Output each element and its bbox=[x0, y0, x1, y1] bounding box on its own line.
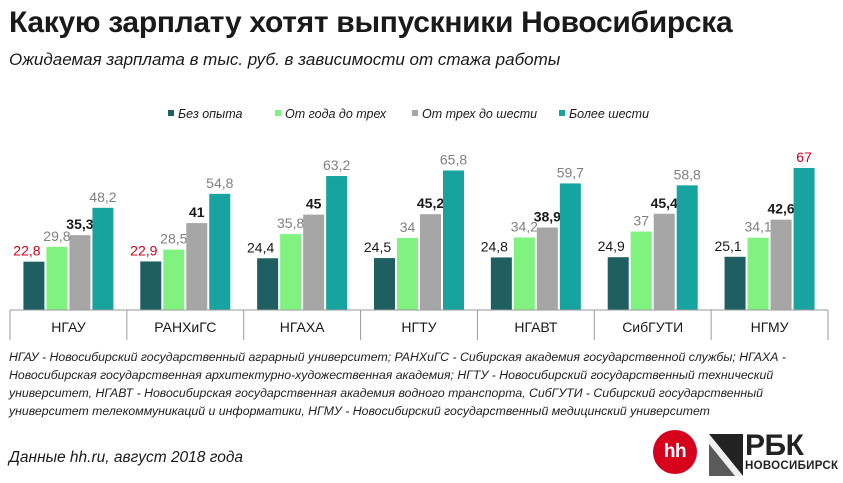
bar bbox=[397, 237, 418, 310]
data-label: 67 bbox=[796, 149, 812, 165]
data-label: 63,2 bbox=[323, 157, 350, 173]
hh-logo: hh bbox=[653, 430, 697, 474]
bar bbox=[69, 235, 91, 310]
data-source: Данные hh.ru, август 2018 года bbox=[9, 449, 244, 466]
bar bbox=[793, 167, 815, 310]
data-label: 28,5 bbox=[160, 231, 187, 247]
bar bbox=[676, 185, 698, 310]
data-label: 65,8 bbox=[440, 152, 467, 168]
rbc-logo-city: НОВОСИБИРСК bbox=[745, 460, 839, 472]
bar bbox=[163, 249, 185, 310]
bar-chart: Без опыта От года до трех От трех до шести… bbox=[9, 107, 829, 340]
bar bbox=[770, 219, 792, 310]
data-label: 24,9 bbox=[598, 238, 625, 254]
data-label: 59,7 bbox=[557, 164, 584, 180]
legend-swatch bbox=[412, 110, 418, 116]
rbc-logo: РБК НОВОСИБИРСК bbox=[709, 429, 839, 478]
data-label: 45,4 bbox=[651, 195, 678, 211]
data-label: 25,1 bbox=[714, 238, 741, 254]
rbc-logo-text: РБК bbox=[745, 429, 804, 462]
bar bbox=[303, 214, 325, 310]
legend-label: Более шести bbox=[569, 107, 649, 121]
category-label: НГТУ bbox=[401, 319, 436, 335]
bar bbox=[420, 214, 441, 310]
bar bbox=[653, 213, 675, 310]
data-label: 45 bbox=[306, 196, 322, 212]
data-label: 24,4 bbox=[247, 239, 274, 255]
category-label: НГАВТ bbox=[514, 319, 557, 335]
bar bbox=[374, 258, 395, 310]
bar bbox=[536, 227, 558, 310]
category-label: НГАХА bbox=[280, 319, 325, 335]
category-label: НГМУ bbox=[751, 319, 789, 335]
bar bbox=[630, 231, 652, 310]
bar bbox=[747, 237, 769, 310]
data-label: 34,2 bbox=[511, 218, 538, 234]
legend-label: От трех до шести bbox=[422, 107, 537, 121]
legend-label: Без опыта bbox=[178, 107, 243, 121]
data-label: 54,8 bbox=[206, 175, 233, 191]
data-label: 22,8 bbox=[13, 243, 40, 259]
data-label: 34 bbox=[400, 219, 416, 235]
abbreviation-notes: НГАУ - Новосибирский государственный агр… bbox=[9, 350, 786, 418]
bar bbox=[280, 234, 302, 310]
data-label: 48,2 bbox=[89, 189, 116, 205]
data-label: 24,8 bbox=[481, 238, 508, 254]
rbc-emblem-icon bbox=[709, 434, 743, 476]
bar bbox=[257, 258, 279, 310]
data-label: 29,8 bbox=[43, 228, 70, 244]
category-label: НГАУ bbox=[51, 319, 85, 335]
bar bbox=[513, 237, 535, 310]
chart-title: Какую зарплату хотят выпускники Новосиби… bbox=[9, 6, 733, 39]
bar bbox=[559, 183, 581, 310]
legend-swatch bbox=[559, 110, 565, 116]
legend-label: От года до трех bbox=[285, 107, 387, 121]
bar bbox=[724, 256, 746, 310]
bar bbox=[23, 261, 45, 310]
hh-logo-text: hh bbox=[663, 441, 687, 462]
data-label: 41 bbox=[189, 204, 205, 220]
legend-swatch bbox=[168, 110, 174, 116]
data-label: 58,8 bbox=[674, 166, 701, 182]
bar bbox=[209, 193, 231, 310]
bar bbox=[326, 176, 348, 310]
data-label: 37 bbox=[633, 213, 649, 229]
bar bbox=[186, 223, 208, 310]
bar bbox=[46, 246, 68, 310]
bar bbox=[92, 207, 114, 310]
data-label: 45,2 bbox=[417, 195, 444, 211]
data-label: 42,6 bbox=[767, 201, 794, 217]
data-label: 24,5 bbox=[364, 239, 391, 255]
legend-swatch bbox=[275, 110, 281, 116]
category-label: СибГУТИ bbox=[622, 319, 683, 335]
data-label: 35,3 bbox=[66, 216, 93, 232]
data-label: 22,9 bbox=[130, 242, 157, 258]
data-label: 38,9 bbox=[534, 209, 561, 225]
data-label: 34,1 bbox=[744, 219, 771, 235]
chart-subtitle: Ожидаемая зарплата в тыс. руб. в зависим… bbox=[9, 50, 561, 69]
data-label: 35,8 bbox=[277, 215, 304, 231]
bar bbox=[607, 257, 629, 310]
category-label: РАНХиГС bbox=[154, 319, 216, 335]
bar bbox=[443, 170, 464, 310]
bar bbox=[140, 261, 162, 310]
bar bbox=[490, 257, 512, 310]
